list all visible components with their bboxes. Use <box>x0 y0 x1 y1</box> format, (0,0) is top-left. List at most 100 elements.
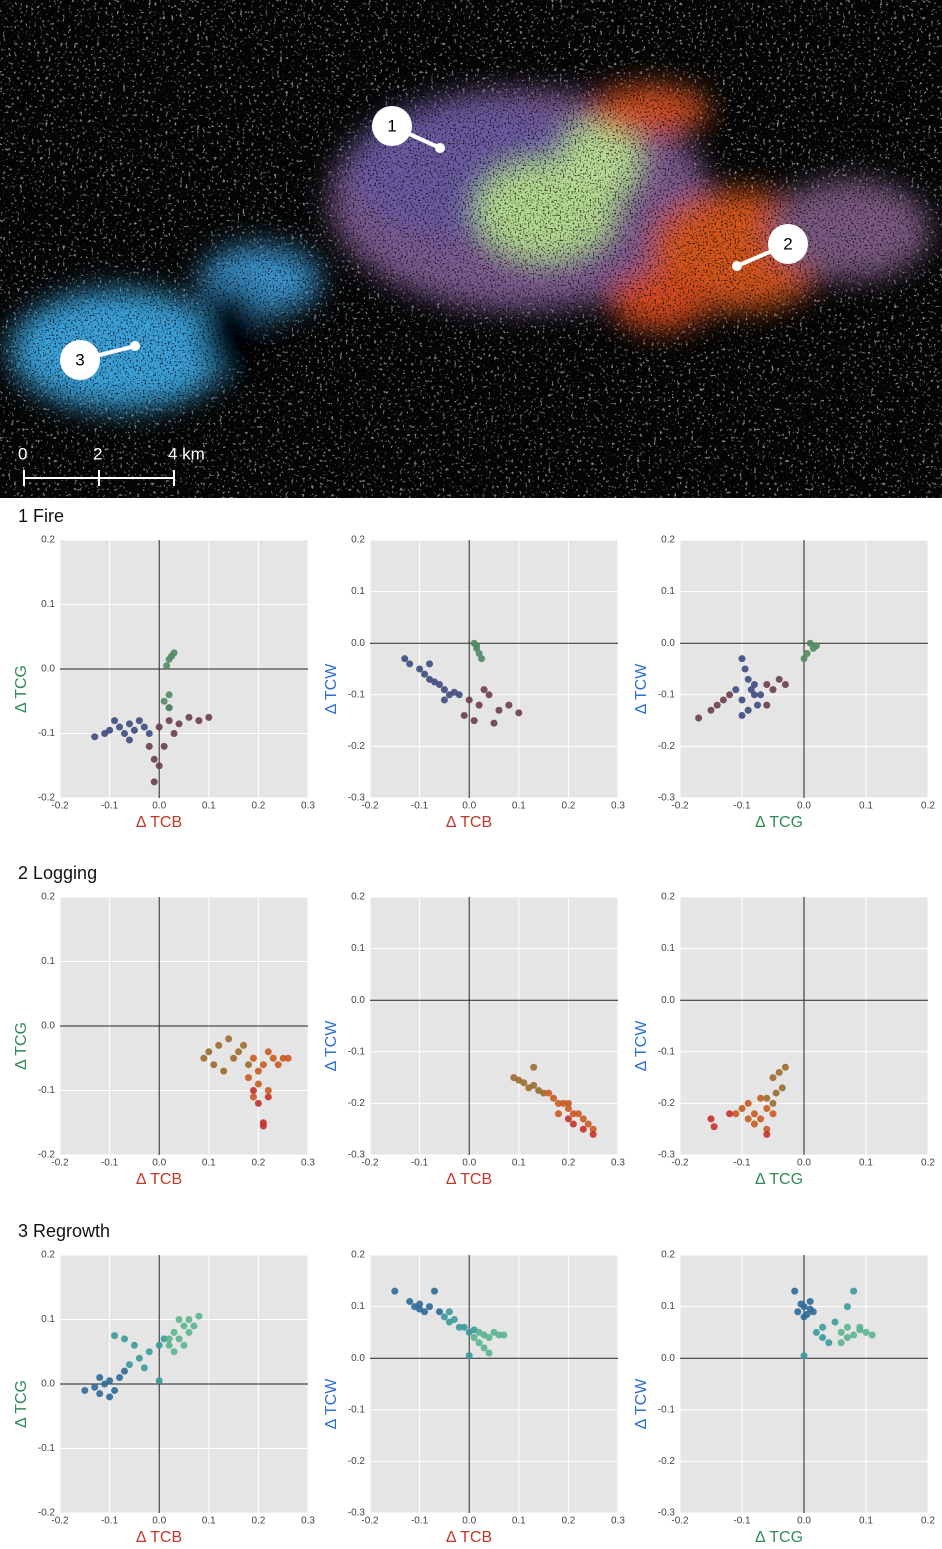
data-point <box>732 686 739 693</box>
scale-label: 2 <box>93 444 102 463</box>
data-point <box>801 1313 808 1320</box>
data-point <box>473 642 480 649</box>
x-tick-label: 0.2 <box>561 1516 575 1527</box>
x-tick-label: 0.1 <box>512 1158 526 1169</box>
y-tick-label: 0.1 <box>351 586 365 597</box>
data-point <box>250 1055 257 1062</box>
data-point <box>235 1048 242 1055</box>
data-point <box>146 730 153 737</box>
data-point <box>461 712 468 719</box>
x-tick-label: 0.2 <box>561 801 575 812</box>
y-tick-label: 0.2 <box>661 892 675 903</box>
y-axis-label: Δ TCW <box>323 1378 340 1430</box>
x-tick-label: 0.3 <box>301 1158 315 1169</box>
data-point <box>478 655 485 662</box>
data-point <box>195 1313 202 1320</box>
data-point <box>171 730 178 737</box>
marker-label: 1 <box>387 116 396 135</box>
y-axis-label: Δ TCW <box>323 663 340 715</box>
y-tick-label: -0.3 <box>658 1150 676 1161</box>
data-point <box>763 1095 770 1102</box>
data-point <box>801 655 808 662</box>
x-tick-label: 0.3 <box>611 1158 625 1169</box>
data-point <box>585 1121 592 1128</box>
data-point <box>441 696 448 703</box>
data-point <box>200 1055 207 1062</box>
y-tick-label: 0.0 <box>351 995 365 1006</box>
y-axis-label: Δ TCW <box>323 1020 340 1072</box>
data-point <box>141 1364 148 1371</box>
data-point <box>739 1105 746 1112</box>
data-point <box>171 1329 178 1336</box>
data-point <box>770 1074 777 1081</box>
y-axis-label: Δ TCW <box>633 663 650 715</box>
data-point <box>742 666 749 673</box>
x-tick-label: 0.1 <box>202 801 216 812</box>
data-point <box>461 1324 468 1331</box>
data-point <box>121 1368 128 1375</box>
y-tick-label: 0.1 <box>351 943 365 954</box>
data-point <box>819 1324 826 1331</box>
y-tick-label: -0.2 <box>658 1456 676 1467</box>
data-point <box>500 1331 507 1338</box>
data-point <box>471 717 478 724</box>
data-point <box>505 702 512 709</box>
y-tick-label: -0.2 <box>38 1508 56 1519</box>
data-point <box>121 1335 128 1342</box>
data-point <box>695 715 702 722</box>
data-point <box>776 1069 783 1076</box>
data-point <box>260 1122 267 1129</box>
data-point <box>181 1342 188 1349</box>
data-point <box>436 681 443 688</box>
data-point <box>726 691 733 698</box>
data-point <box>126 1361 133 1368</box>
y-tick-label: 0.2 <box>41 892 55 903</box>
y-tick-label: -0.3 <box>348 1508 366 1519</box>
data-point <box>486 691 493 698</box>
y-tick-label: 0.0 <box>41 664 55 675</box>
data-point <box>565 1100 572 1107</box>
data-point <box>745 676 752 683</box>
data-point <box>451 1316 458 1323</box>
data-point <box>106 1393 113 1400</box>
data-point <box>515 709 522 716</box>
data-point <box>121 730 128 737</box>
data-point <box>91 733 98 740</box>
data-point <box>819 1334 826 1341</box>
data-point <box>708 1115 715 1122</box>
data-point <box>486 1350 493 1357</box>
x-axis-label: Δ TCG <box>755 814 803 831</box>
x-tick-label: 0.3 <box>611 1516 625 1527</box>
data-point <box>545 1090 552 1097</box>
x-tick-label: -0.1 <box>411 1516 429 1527</box>
x-axis-label: Δ TCG <box>755 1171 803 1188</box>
data-point <box>190 1322 197 1329</box>
data-point <box>726 1110 733 1117</box>
x-tick-label: 0.1 <box>859 1516 873 1527</box>
x-tick-label: 0.3 <box>301 1516 315 1527</box>
data-point <box>856 1324 863 1331</box>
data-point <box>91 1384 98 1391</box>
data-point <box>181 1322 188 1329</box>
data-point <box>96 1374 103 1381</box>
x-tick-label: -0.1 <box>101 801 119 812</box>
data-point <box>708 707 715 714</box>
data-point <box>106 1377 113 1384</box>
data-point <box>401 655 408 662</box>
data-point <box>745 1100 752 1107</box>
y-tick-label: -0.3 <box>658 793 676 804</box>
y-tick-label: 0.0 <box>351 638 365 649</box>
data-point <box>757 1095 764 1102</box>
y-tick-label: -0.1 <box>658 1046 676 1057</box>
data-point <box>111 1387 118 1394</box>
y-tick-label: -0.2 <box>348 1098 366 1109</box>
x-tick-label: 0.3 <box>611 801 625 812</box>
data-point <box>416 1306 423 1313</box>
data-point <box>106 727 113 734</box>
x-tick-label: 0.1 <box>512 1516 526 1527</box>
y-tick-label: 0.2 <box>351 1250 365 1261</box>
y-tick-label: 0.0 <box>661 995 675 1006</box>
y-tick-label: -0.1 <box>348 689 366 700</box>
data-point <box>751 1110 758 1117</box>
